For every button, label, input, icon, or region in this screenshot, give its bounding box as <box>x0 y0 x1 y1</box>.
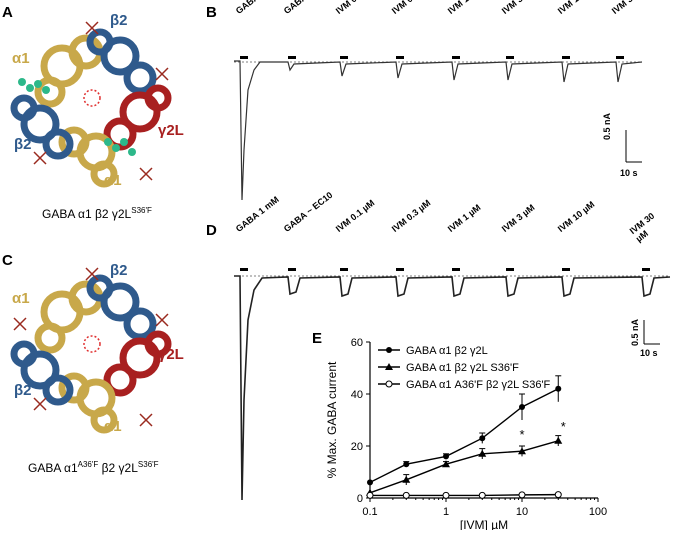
label-beta2-a-bottom: β2 <box>14 136 32 153</box>
data-point <box>443 453 449 460</box>
label-alpha1-a-bottom: α1 <box>104 172 122 189</box>
data-point <box>519 404 525 410</box>
ivermectin-molecule <box>18 78 136 156</box>
legend-marker <box>385 363 393 370</box>
subunit-beta-c1 <box>86 274 157 341</box>
series-line-2 <box>370 493 559 497</box>
subunit-gamma-c <box>103 330 172 397</box>
data-point <box>402 475 411 483</box>
caption-c: GABA α1A36'F β2 γ2LS36'F <box>28 460 159 475</box>
cross-marks-c <box>13 267 169 427</box>
panel-label-a: A <box>2 4 13 21</box>
x-tick-label: 10 <box>516 506 528 518</box>
subunit-alpha-c2 <box>58 372 118 434</box>
data-point <box>479 435 486 442</box>
trace-b <box>234 56 643 201</box>
data-point <box>366 491 374 499</box>
significance-star: * <box>519 427 524 442</box>
trace-d-application-bars <box>240 268 650 271</box>
caption-c-main-1: GABA α1 <box>28 461 78 475</box>
x-tick-label: 100 <box>589 506 607 518</box>
trace-b-application-bars <box>240 56 624 59</box>
label-beta2-c-top: β2 <box>110 262 128 279</box>
receptor-structure-c <box>10 267 172 434</box>
receptor-structure-a <box>10 21 172 188</box>
data-point <box>367 479 373 486</box>
label-alpha1-a-top: α1 <box>12 50 30 67</box>
data-point <box>555 385 562 392</box>
subunit-beta-a1 <box>86 28 157 95</box>
caption-c-main-2: β2 γ2L <box>101 461 138 475</box>
subunit-gamma-a <box>103 84 172 151</box>
data-point <box>478 449 487 457</box>
legend-label-1: GABA α1 β2 γ2L S36'F <box>406 362 519 374</box>
data-point <box>554 491 562 499</box>
y-axis-label: % Max. GABA current <box>325 361 339 478</box>
label-beta2-a-top: β2 <box>110 12 128 29</box>
series-line-0 <box>369 388 559 484</box>
panel-label-d: D <box>206 222 217 239</box>
data-point <box>403 461 410 468</box>
pore-center-c <box>83 335 101 353</box>
data-point <box>518 447 526 455</box>
label-alpha1-c-bottom: α1 <box>104 418 122 435</box>
series-line-1 <box>369 440 559 494</box>
legend-marker <box>385 380 393 388</box>
pore-center <box>83 89 101 107</box>
trace-b-current <box>234 60 643 201</box>
x-tick-label: 0.1 <box>362 506 377 518</box>
caption-a-main: GABA α1 β2 γ2L <box>42 207 132 221</box>
caption-c-sup-1: A36'F <box>77 460 99 469</box>
label-alpha1-c-top: α1 <box>12 290 30 307</box>
significance-star: * <box>561 419 566 434</box>
trace-d-current <box>234 275 671 501</box>
data-point <box>402 491 410 499</box>
legend-label-2: GABA α1 A36'F β2 γ2L S36'F <box>406 379 551 391</box>
x-axis-label: [IVM] µM <box>460 518 508 530</box>
caption-a-sup: S36'F <box>131 206 152 215</box>
data-point <box>518 491 526 499</box>
cross-marks <box>33 21 169 181</box>
panel-label-b: B <box>206 4 217 21</box>
subunit-beta-c2 <box>10 340 74 406</box>
data-point <box>442 491 450 499</box>
trace-d-scale-time: 10 s <box>640 348 658 358</box>
legend-label-0: GABA α1 β2 γ2L <box>406 345 488 357</box>
data-point <box>554 436 563 444</box>
y-tick-label: 0 <box>357 493 363 505</box>
label-gamma2l-a: γ2L <box>158 122 184 139</box>
trace-d <box>234 268 671 501</box>
label-gamma2l-c: γ2L <box>158 346 184 363</box>
caption-c-sup-2: S36'F <box>137 460 159 469</box>
y-tick-label: 20 <box>351 441 363 453</box>
data-point <box>478 491 486 499</box>
caption-a: GABA α1 β2 γ2LS36'F <box>42 206 152 221</box>
y-tick-label: 60 <box>351 337 363 349</box>
trace-d-scale-current: 0.5 nA <box>630 318 640 346</box>
panel-label-e: E <box>312 330 323 347</box>
legend-marker <box>386 347 392 353</box>
panel-label-c: C <box>2 252 13 269</box>
subunit-beta-a2 <box>10 94 74 160</box>
trace-b-scale-current: 0.5 nA <box>602 112 612 140</box>
x-tick-label: 1 <box>443 506 449 518</box>
label-beta2-c-bottom: β2 <box>14 382 32 399</box>
subunit-alpha-a1 <box>34 34 104 108</box>
data-point <box>442 460 450 468</box>
subunit-alpha-a2 <box>58 126 118 188</box>
trace-b-scale-time: 10 s <box>620 168 638 178</box>
y-tick-label: 40 <box>351 389 363 401</box>
chart-e: 0 20 40 60 0.1 1 10 100 [IVM] µM % Max. GABA curr… <box>325 337 607 530</box>
